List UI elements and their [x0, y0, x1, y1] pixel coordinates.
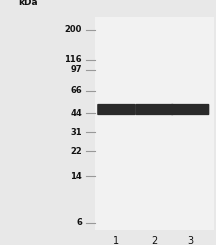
Text: 1: 1: [113, 236, 119, 245]
Text: 14: 14: [70, 172, 82, 181]
Text: kDa: kDa: [18, 0, 38, 7]
Text: 22: 22: [70, 147, 82, 156]
Text: 2: 2: [151, 236, 157, 245]
Text: 97: 97: [71, 65, 82, 74]
Text: 6: 6: [76, 219, 82, 227]
Bar: [95, 17, 214, 230]
Text: 3: 3: [187, 236, 193, 245]
Text: 116: 116: [64, 55, 82, 64]
FancyBboxPatch shape: [171, 104, 209, 115]
Text: 31: 31: [70, 128, 82, 137]
Text: 66: 66: [70, 86, 82, 95]
FancyBboxPatch shape: [97, 104, 136, 115]
FancyBboxPatch shape: [135, 104, 174, 115]
Text: 200: 200: [65, 25, 82, 34]
Text: 44: 44: [70, 109, 82, 118]
